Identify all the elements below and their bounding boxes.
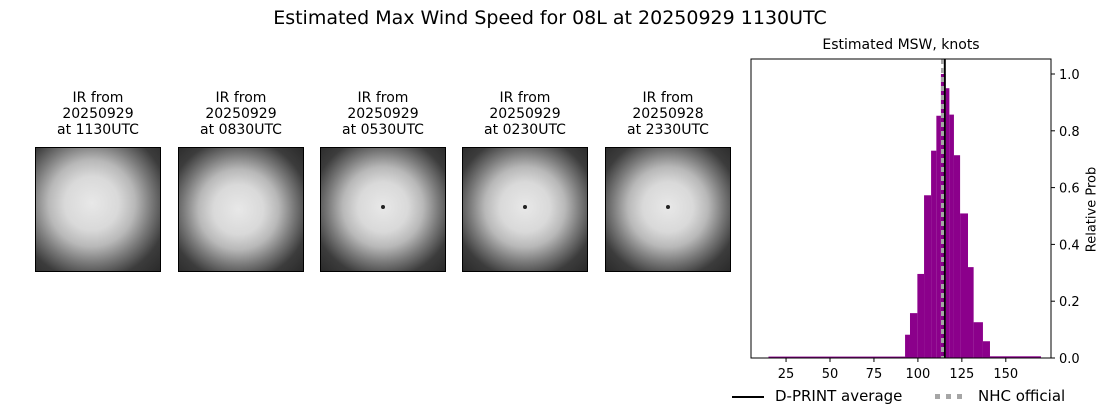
- ir-title-line: at 0230UTC: [484, 122, 566, 138]
- y-tick-label: 0.6: [1059, 182, 1080, 197]
- ir-title-line: IR from: [357, 90, 409, 106]
- y-tick-label: 0.0: [1059, 352, 1080, 367]
- legend-nhc-swatch: [935, 394, 965, 399]
- x-tick-label: 150: [993, 367, 1018, 382]
- ir-satellite-image: [320, 147, 446, 272]
- ir-image-title: IR from 20250928 at 2330UTC: [588, 90, 748, 138]
- figure-title: Estimated Max Wind Speed for 08L at 2025…: [273, 7, 827, 29]
- ir-image-title: IR from 20250929 at 0530UTC: [303, 90, 463, 138]
- histogram-bar: [945, 88, 950, 358]
- ir-title-line: 20250928: [632, 106, 704, 122]
- histogram-bar: [982, 341, 990, 358]
- histogram-bar: [917, 273, 925, 358]
- histogram-bar: [960, 213, 969, 358]
- x-tick-label: 125: [949, 367, 974, 382]
- histogram-bar: [768, 356, 906, 358]
- ir-image-title: IR from 20250929 at 1130UTC: [18, 90, 178, 138]
- chart-title: Estimated MSW, knots: [822, 37, 980, 53]
- ir-title-line: 20250929: [205, 106, 277, 122]
- ir-title-line: at 2330UTC: [627, 122, 709, 138]
- histogram-bar: [909, 313, 918, 358]
- ir-title-line: IR from: [72, 90, 124, 106]
- legend-nhc-label: NHC official: [978, 387, 1066, 405]
- y-tick-label: 0.4: [1059, 238, 1080, 253]
- histogram-bar: [931, 150, 937, 358]
- ir-title-line: at 0830UTC: [200, 122, 282, 138]
- y-axis-label: Relative Prob: [1084, 166, 1100, 253]
- legend-dprint-label: D-PRINT average: [775, 387, 903, 405]
- ir-satellite-image: [35, 147, 161, 272]
- y-tick-label: 1.0: [1059, 68, 1080, 83]
- ir-title-line: 20250929: [62, 106, 134, 122]
- ir-title-line: IR from: [215, 90, 267, 106]
- legend-dprint-swatch: [732, 396, 764, 398]
- histogram-bar: [973, 322, 983, 358]
- histogram-bar: [924, 195, 932, 358]
- x-tick-label: 50: [822, 367, 839, 382]
- hurricane-eye: [523, 205, 527, 210]
- histogram-bar: [968, 267, 974, 358]
- ir-image-title: IR from 20250929 at 0830UTC: [161, 90, 321, 138]
- histogram-bar: [905, 334, 910, 358]
- histogram-bar: [953, 155, 961, 358]
- ir-title-line: 20250929: [347, 106, 419, 122]
- x-tick-label: 25: [778, 367, 795, 382]
- ir-satellite-image: [462, 147, 588, 272]
- x-tick-label: 75: [866, 367, 883, 382]
- histogram-bar: [989, 356, 1041, 358]
- ir-title-line: 20250929: [489, 106, 561, 122]
- x-tick-label: 100: [905, 367, 930, 382]
- y-tick-label: 0.2: [1059, 295, 1080, 310]
- hurricane-eye: [381, 205, 385, 210]
- ir-satellite-image: [178, 147, 304, 272]
- histogram-bar: [949, 114, 954, 358]
- histogram-bar: [936, 115, 941, 358]
- ir-title-line: IR from: [642, 90, 694, 106]
- ir-image-title: IR from 20250929 at 0230UTC: [445, 90, 605, 138]
- ir-title-line: IR from: [499, 90, 551, 106]
- y-tick-label: 0.8: [1059, 125, 1080, 140]
- legend: D-PRINT average NHC official: [730, 387, 1100, 407]
- ir-title-line: at 1130UTC: [57, 122, 139, 138]
- ir-title-line: at 0530UTC: [342, 122, 424, 138]
- plot-frame: [750, 58, 1052, 359]
- hurricane-eye: [666, 205, 670, 210]
- ir-satellite-image: [605, 147, 731, 272]
